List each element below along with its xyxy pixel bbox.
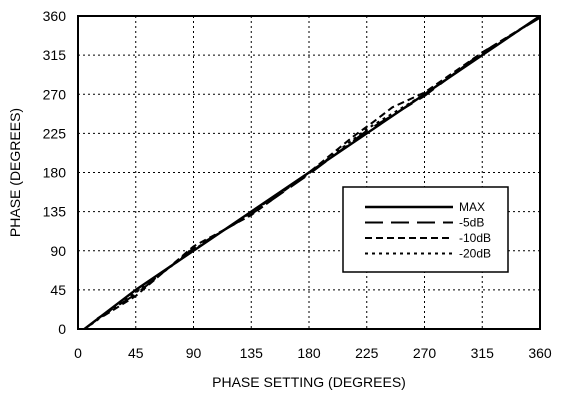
y-tick-label: 225 xyxy=(43,125,67,141)
y-tick-label: 135 xyxy=(43,204,67,220)
legend-label: -5dB xyxy=(459,216,484,230)
x-tick-label: 90 xyxy=(186,345,202,361)
legend-label: -10dB xyxy=(459,231,491,245)
x-tick-label: 315 xyxy=(471,345,495,361)
y-tick-label: 360 xyxy=(43,8,67,24)
legend: MAX -5dB-10dB -20dB xyxy=(342,186,509,273)
y-axis-label: PHASE (DEGREES) xyxy=(7,108,23,237)
series-line-3 xyxy=(103,16,541,317)
x-tick-labels: 0 45 90 135 180 225 270 315 360 xyxy=(74,345,552,361)
x-tick-label: 180 xyxy=(297,345,321,361)
y-tick-label: 270 xyxy=(43,86,67,102)
x-tick-label: 360 xyxy=(528,345,552,361)
y-tick-label: 45 xyxy=(50,282,66,298)
series-lines xyxy=(83,15,541,330)
x-tick-label: 225 xyxy=(355,345,379,361)
x-tick-label: 135 xyxy=(240,345,264,361)
series-line-2 xyxy=(96,16,541,320)
x-tick-label: 45 xyxy=(128,345,144,361)
y-tick-label: 90 xyxy=(50,243,66,259)
y-tick-label: 0 xyxy=(58,321,66,337)
series-line-4 xyxy=(90,16,541,326)
y-tick-label: 180 xyxy=(43,165,67,181)
legend-label: -20dB xyxy=(459,247,491,261)
x-tick-label: 0 xyxy=(74,345,82,361)
legend-label: MAX xyxy=(459,200,485,214)
y-tick-labels: 0 45 90 135 180 225 270 315 360 xyxy=(43,8,67,337)
plot-frame xyxy=(77,15,541,330)
legend-box xyxy=(342,186,509,273)
x-tick-label: 270 xyxy=(413,345,437,361)
x-axis-label: PHASE SETTING (DEGREES) xyxy=(212,374,406,390)
y-tick-label: 315 xyxy=(43,47,67,63)
